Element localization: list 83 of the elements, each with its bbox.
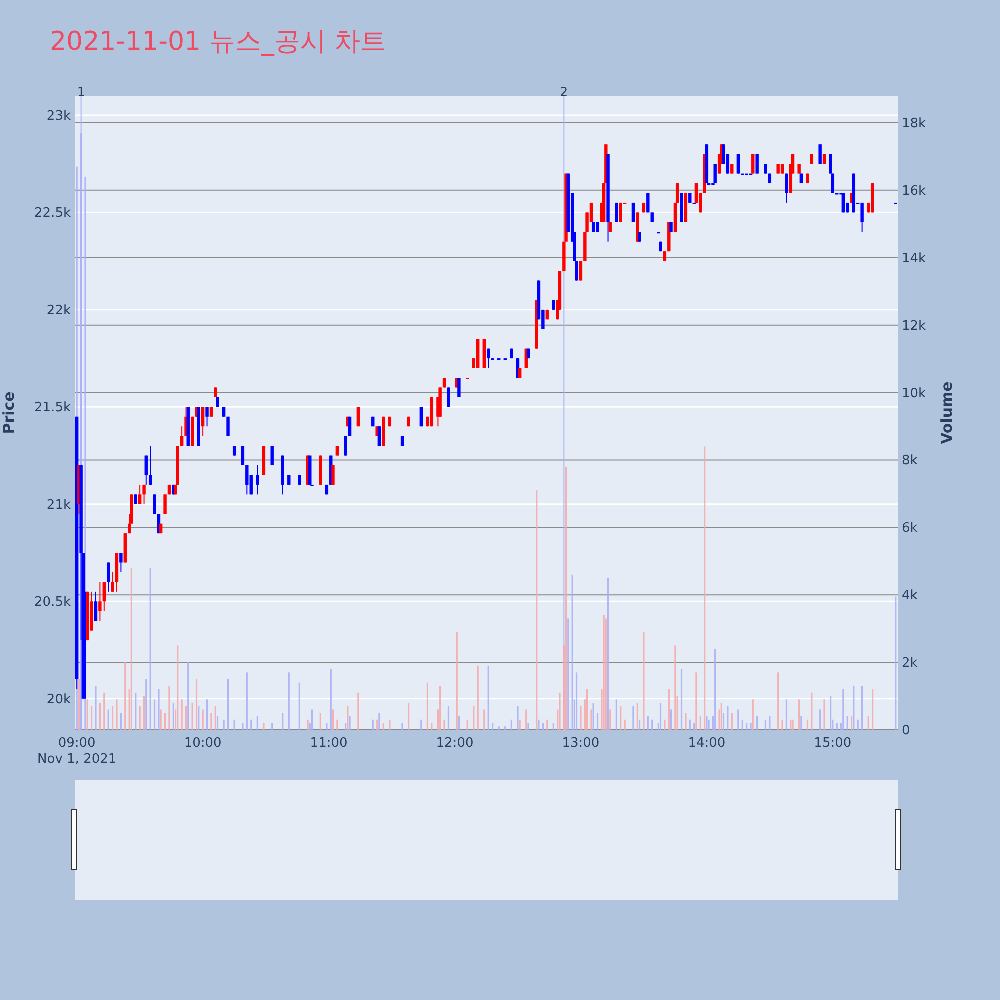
y-axis-title: Price <box>0 392 18 434</box>
chart-title: 2021-11-01 뉴스_공시 차트 <box>50 27 387 57</box>
ref-line-label: 2 <box>560 85 568 99</box>
candlestick <box>344 436 348 456</box>
candlestick <box>138 484 142 505</box>
candlestick <box>206 406 209 428</box>
candlestick <box>232 446 236 456</box>
candlestick <box>638 232 642 242</box>
x-tick-label: 14:00 <box>688 736 726 751</box>
candlestick <box>619 202 622 223</box>
candlestick <box>142 484 146 505</box>
candlestick <box>201 406 205 437</box>
candlestick <box>487 348 490 369</box>
candlestick <box>615 202 618 223</box>
candlestick <box>98 582 102 622</box>
candlestick <box>288 474 291 486</box>
candlestick <box>860 202 864 233</box>
candlestick <box>226 416 230 437</box>
candlestick <box>447 387 450 408</box>
candlestick <box>579 260 583 282</box>
candlestick <box>552 300 556 310</box>
candlestick <box>785 173 788 204</box>
candlestick <box>780 164 784 174</box>
candlestick <box>241 446 245 466</box>
y-tick-label: 23k <box>46 108 72 124</box>
candlestick <box>94 591 98 622</box>
candlestick <box>736 154 740 174</box>
candlestick <box>764 164 768 174</box>
y2-tick-label: 10k <box>902 386 927 402</box>
y2-tick-label: 4k <box>902 588 918 604</box>
candlestick <box>420 406 424 428</box>
candlestick <box>646 192 650 214</box>
candlestick <box>210 406 214 418</box>
candlestick <box>144 455 148 486</box>
candlestick <box>663 251 667 262</box>
x-tick-label: 11:00 <box>310 736 348 751</box>
candlestick <box>111 572 114 592</box>
y2-tick-label: 8k <box>902 454 918 469</box>
y-tick-label: 21k <box>46 498 72 513</box>
y2-tick-label: 16k <box>902 184 927 199</box>
y2-tick-label: 12k <box>902 318 927 334</box>
candlestick <box>222 406 226 418</box>
candlestick <box>298 474 302 486</box>
candlestick <box>632 202 636 223</box>
y-tick-label: 20k <box>46 692 72 708</box>
y2-tick-label: 14k <box>902 251 927 266</box>
x-tick-label: 09:00 Nov 1, 2021 <box>38 736 117 767</box>
candlestick <box>650 212 654 223</box>
candlestick <box>356 406 360 428</box>
candlestick <box>798 164 801 174</box>
candlestick <box>102 582 106 612</box>
candlestick <box>214 387 218 398</box>
y2-tick-label: 18k <box>902 116 927 132</box>
candlestick <box>180 426 184 447</box>
x-tick-label: 15:00 <box>814 736 852 751</box>
candlestick <box>164 494 167 515</box>
candlestick <box>256 465 260 496</box>
y2-tick-label: 2k <box>902 656 918 672</box>
candlestick <box>756 154 759 174</box>
candlestick <box>153 494 156 515</box>
y2-tick-label: 6k <box>902 521 918 536</box>
candlestick <box>818 144 822 165</box>
candlestick <box>688 192 692 204</box>
x-tick-label: 10:00 <box>184 736 222 751</box>
candlestick <box>246 465 249 496</box>
y-tick-label: 20.5k <box>34 595 72 610</box>
candlestick <box>106 562 110 592</box>
candlestick <box>332 465 335 486</box>
candlestick <box>336 446 340 456</box>
y-tick-label: 21.5k <box>34 400 72 416</box>
candlestick <box>776 164 780 174</box>
y-tick-label: 22k <box>46 303 72 318</box>
y-tick-label: 22.5k <box>34 206 72 222</box>
y2-axis-title: Volume <box>938 382 956 444</box>
ref-line-label: 1 <box>77 85 86 99</box>
candlestick <box>270 446 274 466</box>
y2-tick-label: 0 <box>902 724 910 738</box>
candlestick <box>120 552 123 573</box>
candlestick <box>148 446 152 486</box>
x-tick-label: 13:00 <box>562 736 600 751</box>
candlestick <box>134 494 138 505</box>
x-tick-label: 12:00 <box>436 736 474 751</box>
candlestick <box>730 164 734 174</box>
